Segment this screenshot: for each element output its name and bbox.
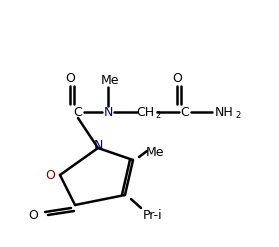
Text: 2: 2 xyxy=(235,110,240,120)
Text: Me: Me xyxy=(146,145,164,159)
Text: N: N xyxy=(103,105,113,119)
Text: C: C xyxy=(181,105,189,119)
Text: O: O xyxy=(172,71,182,84)
Text: N: N xyxy=(93,139,103,151)
Text: NH: NH xyxy=(215,105,233,119)
Text: Pr-i: Pr-i xyxy=(143,208,163,222)
Text: C: C xyxy=(74,105,82,119)
Text: Me: Me xyxy=(101,74,119,86)
Text: O: O xyxy=(45,168,55,182)
Text: CH: CH xyxy=(136,105,154,119)
Text: O: O xyxy=(28,208,38,222)
Text: 2: 2 xyxy=(155,110,161,120)
Text: O: O xyxy=(65,71,75,84)
